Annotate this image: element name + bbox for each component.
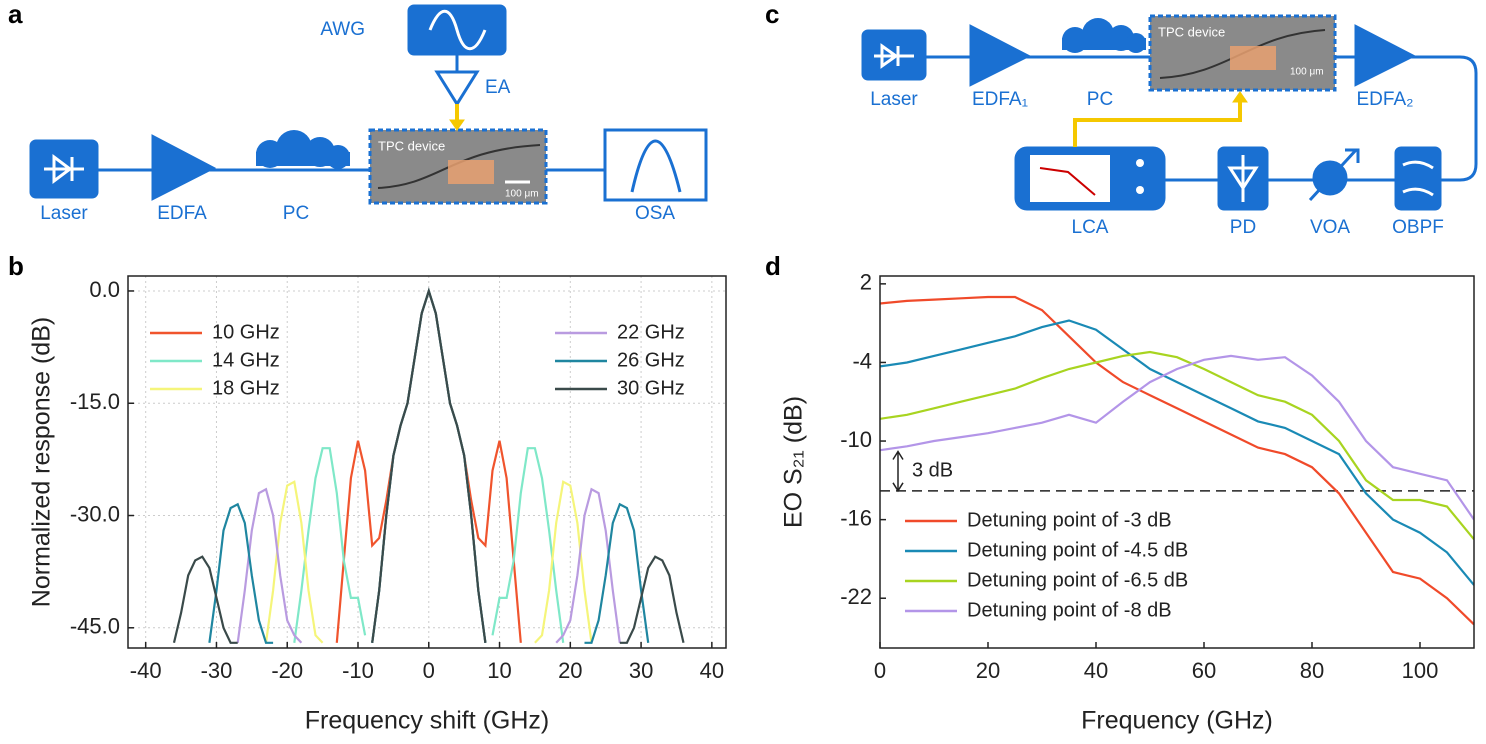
lca-screen xyxy=(1030,155,1110,202)
ea-triangle xyxy=(434,70,480,107)
amplifier xyxy=(969,24,1032,87)
x-tick-label: 40 xyxy=(700,658,724,683)
x-tick-label: 30 xyxy=(629,658,653,683)
pc xyxy=(1062,18,1146,53)
label: OSA xyxy=(635,203,675,224)
plot-area xyxy=(880,295,1474,626)
fiber xyxy=(895,55,1478,182)
legend-label: 18 GHz xyxy=(212,377,280,399)
label: 100 μm xyxy=(505,189,539,200)
label: PC xyxy=(1087,89,1113,110)
rf-line xyxy=(1073,98,1242,147)
x-tick-label: 0 xyxy=(874,658,886,683)
diagram-a xyxy=(29,4,708,205)
label: VOA xyxy=(1310,217,1350,238)
label: OBPF xyxy=(1392,217,1444,238)
legend-label: Detuning point of -6.5 dB xyxy=(967,569,1188,591)
legend-label: 22 GHz xyxy=(617,321,685,343)
x-tick-label: -30 xyxy=(201,658,233,683)
x-tick-label: 100 xyxy=(1402,658,1439,683)
label: 100 μm xyxy=(1290,67,1324,78)
label: Laser xyxy=(870,89,918,110)
diode xyxy=(874,43,914,69)
voa-arrow xyxy=(1308,148,1360,202)
x-tick-label: 20 xyxy=(976,658,1000,683)
label: EDFA₂ xyxy=(1357,89,1414,110)
x-axis-label: Frequency shift (GHz) xyxy=(305,707,550,735)
amplifier xyxy=(1354,24,1417,87)
panel-label: b xyxy=(8,251,24,281)
rf-arrow xyxy=(449,119,465,131)
y-tick-label: -45.0 xyxy=(70,614,120,639)
series-line xyxy=(880,319,1474,586)
x-tick-label: -20 xyxy=(271,658,303,683)
plot-frame xyxy=(879,275,1475,649)
x-tick-label: 60 xyxy=(1192,658,1216,683)
y-axis-label: EO S₂₁ (dB) xyxy=(780,396,808,528)
pd-icon xyxy=(1227,155,1259,202)
legend-label: Detuning point of -3 dB xyxy=(967,509,1172,531)
legend-label: 14 GHz xyxy=(212,349,280,371)
y-tick-label: -16 xyxy=(840,505,872,530)
y-tick-label: 0.0 xyxy=(89,277,120,302)
osa-curve xyxy=(630,139,682,193)
label: TPC device xyxy=(1158,24,1225,39)
obpf-box xyxy=(1394,146,1442,211)
lca-trace xyxy=(1039,167,1096,196)
plot-frame xyxy=(127,275,727,649)
panel-label: c xyxy=(765,0,779,29)
legend-label: Detuning point of -8 dB xyxy=(967,599,1172,621)
label: LCA xyxy=(1072,217,1109,238)
sine xyxy=(428,9,487,51)
legend-label: 10 GHz xyxy=(212,321,280,343)
x-tick-label: -40 xyxy=(130,658,162,683)
y-tick-label: -15.0 xyxy=(70,389,120,414)
panel-label: d xyxy=(765,251,781,281)
series-line xyxy=(172,287,685,644)
diode xyxy=(44,154,84,184)
x-tick-label: 40 xyxy=(1084,658,1108,683)
legend-label: 26 GHz xyxy=(617,349,685,371)
label: Laser xyxy=(40,203,88,224)
label: AWG xyxy=(320,19,365,40)
x-tick-label: 80 xyxy=(1300,658,1324,683)
diagram-c xyxy=(861,14,1478,211)
y-tick-label: -22 xyxy=(840,584,872,609)
arrow-head xyxy=(892,450,904,493)
series-line xyxy=(880,350,1474,540)
label: EDFA₁ xyxy=(972,89,1028,110)
legend-label: 30 GHz xyxy=(617,377,685,399)
x-axis-label: Frequency (GHz) xyxy=(1081,707,1273,735)
label: EA xyxy=(485,77,511,98)
annotation: 3 dB xyxy=(912,459,953,481)
series-line xyxy=(880,354,1474,521)
electrode xyxy=(448,160,494,184)
label: PC xyxy=(283,203,309,224)
y-tick-label: -4 xyxy=(852,348,872,373)
x-tick-label: 10 xyxy=(487,658,511,683)
pc xyxy=(256,130,350,169)
rf-arrow xyxy=(1232,91,1248,103)
x-tick-label: -10 xyxy=(342,658,374,683)
label: PD xyxy=(1230,217,1256,238)
series-line xyxy=(880,295,1474,626)
y-tick-label: -30.0 xyxy=(70,501,120,526)
y-tick-label: -10 xyxy=(840,427,872,452)
legend-label: Detuning point of -4.5 dB xyxy=(967,539,1188,561)
y-axis-label: Normalized response (dB) xyxy=(28,317,56,607)
amplifier xyxy=(151,134,217,201)
electrode xyxy=(1230,46,1276,70)
x-tick-label: 0 xyxy=(423,658,435,683)
label: TPC device xyxy=(378,138,445,153)
x-tick-label: 20 xyxy=(558,658,582,683)
plot-area xyxy=(172,287,685,644)
y-tick-label: 2 xyxy=(860,270,872,295)
label: EDFA xyxy=(157,203,207,224)
panel-label: a xyxy=(8,0,23,29)
obpf-icon xyxy=(1402,160,1434,197)
